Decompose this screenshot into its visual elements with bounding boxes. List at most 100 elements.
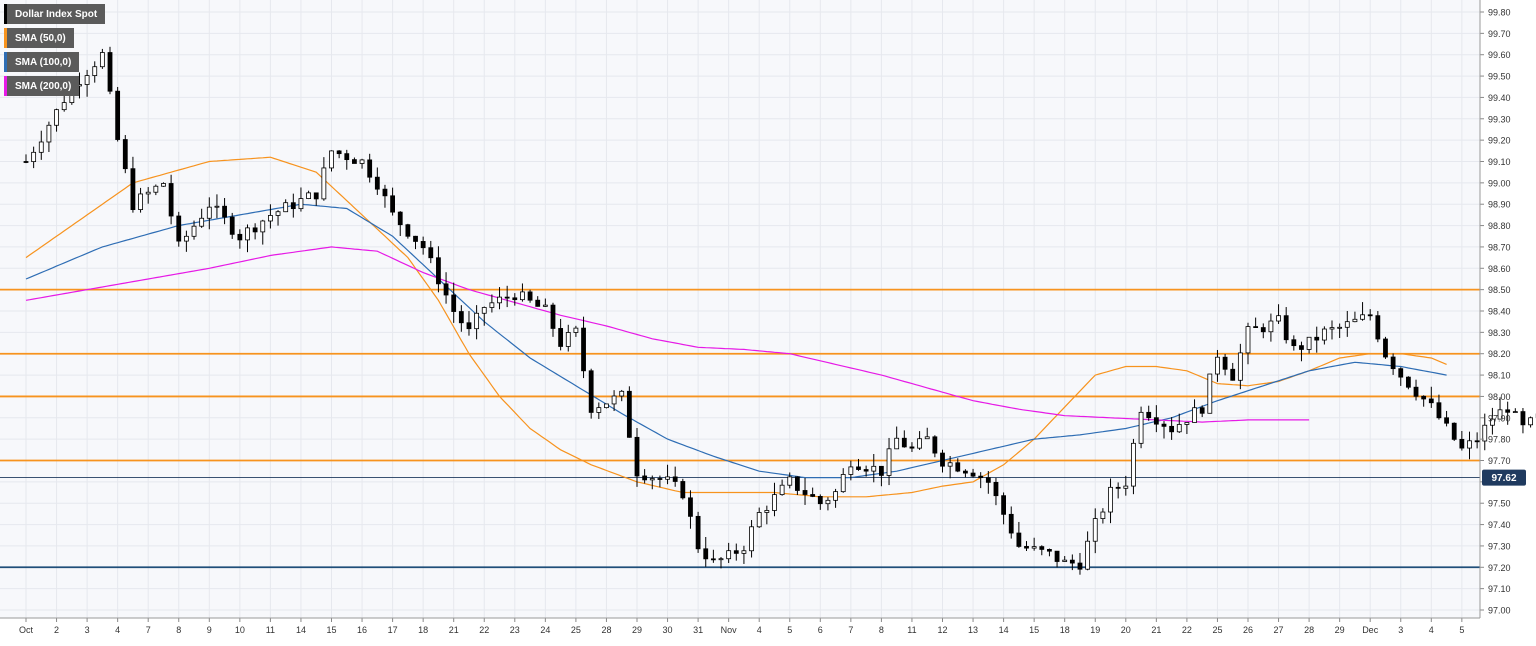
candle-body xyxy=(817,496,823,505)
candle-body xyxy=(535,299,541,307)
candle-body xyxy=(749,526,754,552)
candle-body xyxy=(54,109,59,126)
y-tick-label: 99.10 xyxy=(1488,157,1511,167)
candle-body xyxy=(267,215,273,222)
candle-body xyxy=(611,395,617,405)
y-tick-label: 99.60 xyxy=(1488,50,1511,60)
candle-body xyxy=(1474,440,1480,443)
y-tick-label: 99.30 xyxy=(1488,114,1511,124)
x-tick-label: 31 xyxy=(693,625,703,635)
candle-body xyxy=(382,188,388,197)
candle-body xyxy=(756,512,762,528)
candle-body xyxy=(374,176,380,190)
candle-body xyxy=(92,66,98,76)
candle-body xyxy=(107,52,113,92)
candle-body xyxy=(138,193,143,211)
y-tick-label: 98.70 xyxy=(1488,242,1511,252)
x-tick-label: 22 xyxy=(1182,625,1192,635)
candle-body xyxy=(451,294,457,312)
legend-item-price[interactable]: Dollar Index Spot xyxy=(4,4,106,24)
y-tick-label: 98.60 xyxy=(1488,264,1511,274)
candle-body xyxy=(963,470,968,474)
candle-body xyxy=(856,466,861,470)
candle-body xyxy=(779,484,785,496)
candle-body xyxy=(619,390,625,397)
candle-body xyxy=(336,150,342,155)
y-tick-label: 97.00 xyxy=(1488,606,1511,616)
candle-body xyxy=(413,235,418,242)
candle-body xyxy=(1314,336,1320,341)
candle-body xyxy=(191,225,197,237)
y-tick-label: 97.10 xyxy=(1488,584,1511,594)
candle-body xyxy=(405,224,411,237)
candle-body xyxy=(1153,417,1159,425)
candle-body xyxy=(1451,422,1457,440)
candle-body xyxy=(1215,356,1220,375)
candle-body xyxy=(290,202,296,210)
x-tick-label: 18 xyxy=(1060,625,1070,635)
legend-item-sma200[interactable]: SMA (200,0) xyxy=(4,76,80,96)
candle-body xyxy=(1245,326,1251,354)
candle-body xyxy=(115,90,121,140)
legend-swatch-sma50 xyxy=(4,28,7,48)
candle-body xyxy=(520,291,525,301)
candle-body xyxy=(1230,368,1236,381)
candle-body xyxy=(787,476,793,486)
candle-body xyxy=(802,490,808,495)
candle-body xyxy=(23,161,29,163)
legend-item-sma50[interactable]: SMA (50,0) xyxy=(4,28,74,48)
candle-body xyxy=(764,510,770,513)
candle-body xyxy=(1062,559,1068,562)
candle-body xyxy=(1413,386,1419,397)
candle-body xyxy=(1299,345,1304,350)
x-tick-label: 9 xyxy=(207,625,212,635)
candle-body xyxy=(1047,549,1052,552)
y-tick-label: 97.70 xyxy=(1488,456,1511,466)
candle-body xyxy=(46,124,52,143)
candle-body xyxy=(489,302,495,308)
x-tick-label: 6 xyxy=(818,625,823,635)
candle-body xyxy=(497,296,502,304)
candle-body xyxy=(695,515,701,550)
candle-body xyxy=(672,476,678,482)
candle-body xyxy=(344,153,350,161)
y-tick-label: 99.00 xyxy=(1488,178,1511,188)
candle-body xyxy=(512,297,518,301)
x-tick-label: 14 xyxy=(999,625,1009,635)
y-tick-label: 97.20 xyxy=(1488,563,1511,573)
last-price-text: 97.62 xyxy=(1491,473,1516,484)
candle-body xyxy=(1008,513,1014,534)
candle-body xyxy=(1421,395,1427,400)
x-tick-label: 29 xyxy=(1335,625,1345,635)
candle-body xyxy=(1405,376,1411,388)
x-tick-label: 15 xyxy=(1029,625,1039,635)
legend-label-sma200: SMA (200,0) xyxy=(15,80,72,92)
candle-body xyxy=(924,436,930,440)
candle-body xyxy=(1237,352,1243,381)
candle-body xyxy=(168,183,174,217)
x-tick-label: 10 xyxy=(235,625,245,635)
legend: Dollar Index Spot SMA (50,0) SMA (100,0)… xyxy=(4,4,106,100)
x-tick-label: 8 xyxy=(879,625,884,635)
candle-body xyxy=(565,332,571,347)
candle-body xyxy=(1069,559,1075,564)
legend-item-sma100[interactable]: SMA (100,0) xyxy=(4,52,80,72)
candle-body xyxy=(909,446,915,449)
candle-body xyxy=(886,448,892,476)
x-tick-label: 20 xyxy=(1121,625,1131,635)
candle-body xyxy=(329,150,334,169)
y-tick-label: 97.50 xyxy=(1488,499,1511,509)
candle-body xyxy=(1436,402,1442,419)
candle-body xyxy=(1260,327,1266,333)
candle-body xyxy=(1138,411,1144,444)
last-price-badge xyxy=(1482,469,1526,486)
candle-body xyxy=(38,141,44,153)
y-tick-label: 97.90 xyxy=(1488,413,1511,423)
x-tick-label: 8 xyxy=(176,625,181,635)
candle-body xyxy=(733,550,739,554)
candle-body xyxy=(940,452,945,467)
candle-body xyxy=(321,167,327,200)
candle-body xyxy=(298,198,304,210)
x-tick-label: 3 xyxy=(1398,625,1403,635)
